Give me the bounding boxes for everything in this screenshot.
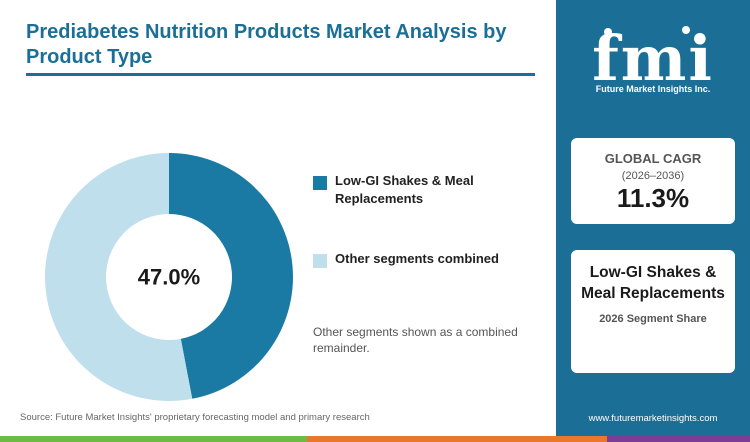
website-link[interactable]: www.futuremarketinsights.com [588, 413, 718, 424]
bottom-bar-green [0, 436, 307, 442]
bottom-color-bar [0, 436, 750, 442]
legend-swatch [313, 254, 327, 268]
donut-slice-1 [44, 153, 193, 401]
cagr-period: (2026–2036) [621, 170, 685, 182]
cagr-card: GLOBAL CAGR (2026–2036) 11.3% [571, 138, 735, 224]
donut-slice-0 [169, 153, 293, 399]
center-value-label: 47.0% [138, 265, 200, 290]
main-panel: Prediabetes Nutrition Products Market An… [20, 21, 535, 423]
chart-note: Other segments shown as a combined remai… [313, 325, 518, 355]
legend-swatch [313, 176, 327, 190]
cagr-value: 11.3% [616, 183, 690, 213]
donut-chart: 47.0% [44, 153, 293, 401]
fmi-logo: fmi Future Market Insights Inc. [592, 22, 714, 95]
sidebar: fmi Future Market Insights Inc. GLOBAL C… [556, 0, 750, 442]
legend-label: Low-GI Shakes & Meal Replacements [335, 173, 474, 206]
segment-card: Low-GI Shakes & Meal Replacements 2026 S… [571, 250, 735, 373]
logo-tagline: Future Market Insights Inc. [596, 84, 711, 94]
bottom-bar-orange [307, 436, 607, 442]
title-divider [26, 73, 535, 76]
segment-share-label: 2026 Segment Share [599, 313, 707, 325]
logo-wordmark: fmi [592, 22, 714, 95]
source-note: Source: Future Market Insights' propriet… [20, 412, 370, 423]
legend-label: Other segments combined [335, 251, 499, 266]
cagr-label: GLOBAL CAGR [604, 151, 702, 166]
bottom-bar-purple [607, 436, 750, 442]
segment-name: Low-GI Shakes & Meal Replacements [581, 264, 725, 302]
chart-title: Prediabetes Nutrition Products Market An… [26, 21, 507, 68]
